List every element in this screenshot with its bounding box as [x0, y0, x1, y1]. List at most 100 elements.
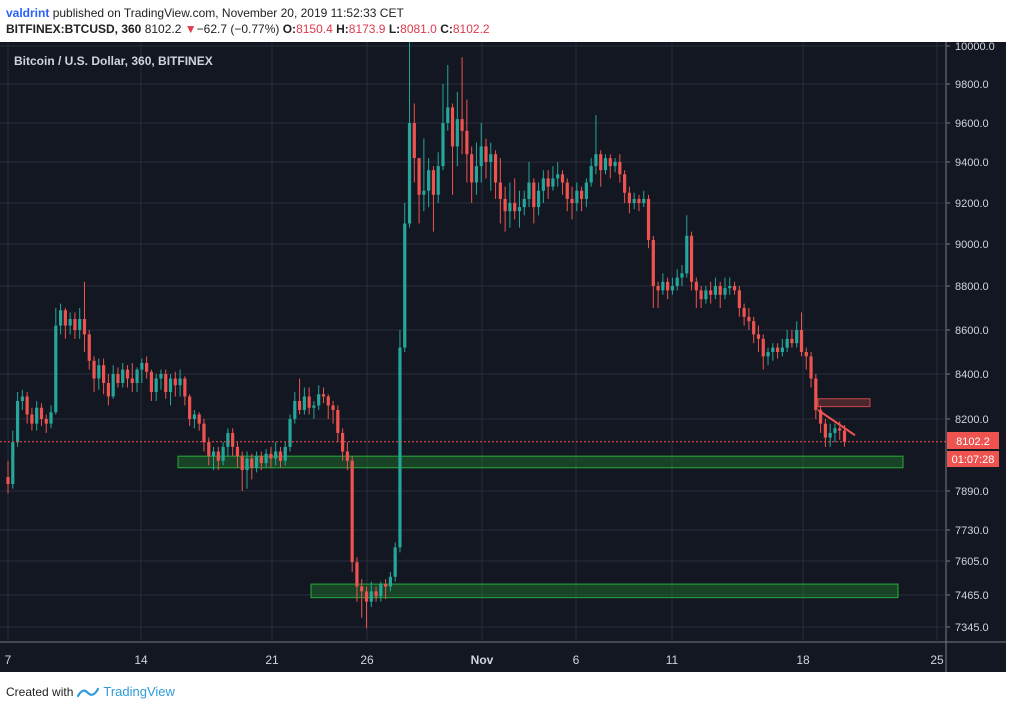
candle-body — [369, 591, 373, 602]
annotation-zones — [177, 398, 904, 599]
candle-body — [39, 407, 44, 419]
candle-body — [20, 396, 24, 401]
x-tick-labels: 7 14 21 26 Nov 6 11 18 25 — [5, 653, 944, 667]
high-value: 8173.9 — [348, 22, 386, 36]
brand-name[interactable]: TradingView — [103, 684, 175, 699]
candle-body — [838, 428, 842, 431]
candle-body — [570, 198, 574, 203]
candle-body — [106, 383, 110, 397]
candle-body — [360, 586, 364, 592]
candle-body — [455, 119, 459, 147]
y-tick-label: 8800.0 — [955, 281, 989, 293]
time-axis[interactable] — [0, 642, 946, 672]
candle-body — [484, 146, 488, 162]
candle-body — [192, 414, 197, 419]
candle-body — [168, 378, 173, 392]
candle-body — [331, 405, 335, 410]
candle-body — [140, 363, 144, 370]
price-axis[interactable] — [946, 42, 1006, 672]
candle-body — [307, 396, 311, 408]
support-zone — [177, 455, 904, 469]
last-price: 8102.2 — [144, 22, 182, 36]
candle-body — [637, 198, 641, 203]
candle-body — [670, 286, 675, 291]
candle-body — [283, 446, 287, 461]
y-tick-label: 9800.0 — [955, 79, 989, 91]
candle-body — [159, 374, 163, 379]
x-tick-label: 26 — [360, 653, 374, 667]
candle-body — [6, 477, 10, 485]
candle-body — [522, 198, 526, 208]
candle-body — [30, 414, 34, 424]
candle-body — [102, 365, 106, 383]
candle-body — [560, 174, 565, 183]
candle-body — [823, 423, 827, 438]
candle-body — [694, 281, 698, 291]
author-name[interactable]: valdrint — [6, 6, 50, 20]
symbol-label: BITFINEX:BTCUSD, 360 — [6, 22, 142, 36]
candle-body — [546, 178, 550, 187]
candle-body — [732, 286, 737, 291]
change-arrow: ▼ — [184, 22, 197, 36]
candle-body — [49, 412, 53, 424]
candle-body — [231, 432, 235, 447]
candle-body — [766, 352, 770, 357]
candle-body — [819, 410, 823, 424]
candle-body — [297, 401, 302, 410]
chart-title: Bitcoin / U.S. Dollar, 360, BITFINEX — [14, 54, 213, 68]
candle-body — [211, 451, 216, 457]
candle-series — [6, 42, 847, 629]
candle-body — [608, 158, 612, 167]
candle-body — [785, 338, 789, 348]
overlay-drawings — [0, 409, 946, 443]
candle-body — [173, 378, 177, 386]
candle-body — [737, 290, 741, 308]
candle-body — [728, 286, 732, 289]
candle-body — [345, 451, 349, 461]
candle-body — [355, 562, 359, 587]
candle-body — [799, 330, 804, 352]
candle-body — [235, 446, 240, 457]
candle-body — [479, 146, 483, 167]
candle-body — [513, 203, 517, 212]
candle-body — [269, 453, 273, 459]
candle-body — [551, 178, 555, 187]
candle-body — [666, 281, 670, 291]
candle-body — [312, 405, 316, 408]
candle-body — [393, 547, 397, 577]
candle-body — [379, 584, 383, 597]
x-tick-label: 14 — [134, 653, 148, 667]
y-tick-label: 7465.0 — [955, 590, 989, 602]
y-tick-label: 9000.0 — [955, 239, 989, 251]
candle-body — [130, 378, 134, 383]
candle-body — [116, 374, 120, 383]
candle-body — [154, 378, 158, 392]
candle-body — [264, 453, 268, 464]
candle-body — [594, 154, 598, 167]
candle-body — [775, 347, 780, 352]
candle-body — [149, 371, 153, 392]
change-value: −62.7 (−0.77%) — [196, 22, 280, 36]
candle-body — [15, 401, 20, 443]
candle-body — [78, 319, 82, 330]
trendline — [817, 409, 856, 437]
candle-body — [584, 182, 588, 199]
y-tick-label: 9200.0 — [955, 198, 989, 210]
candle-body — [675, 277, 679, 286]
candle-body — [431, 170, 436, 195]
candle-body — [742, 308, 746, 317]
price-chart[interactable]: 10000.0 9800.0 9600.0 9400.0 9200.0 9000.0 880… — [0, 42, 1013, 674]
candle-body — [656, 286, 660, 291]
candle-body — [350, 460, 354, 563]
candle-body — [97, 365, 101, 379]
candle-body — [183, 378, 187, 397]
publish-text: published on TradingView.com, November 2… — [52, 6, 404, 20]
candle-body — [699, 290, 703, 300]
candle-body — [398, 347, 402, 548]
y-tick-label: 7890.0 — [955, 486, 989, 498]
candle-body — [145, 363, 149, 372]
candle-body — [580, 190, 584, 199]
footer: Created with TradingView — [6, 684, 175, 699]
candle-body — [651, 239, 655, 286]
candle-body — [575, 190, 579, 203]
